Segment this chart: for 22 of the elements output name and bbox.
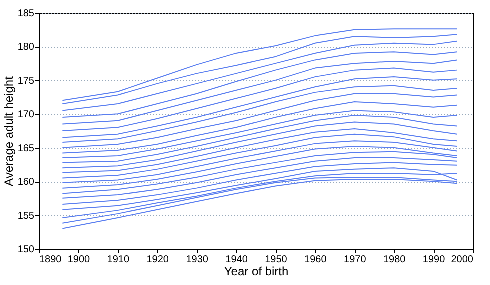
x-tick-label: 1890	[40, 254, 62, 266]
y-tick-label: 155	[18, 210, 35, 222]
y-tick-label: 165	[18, 143, 35, 154]
y-tick-label: 170	[18, 110, 35, 121]
x-tick-label: 1970	[344, 254, 367, 266]
x-tick-label: 1940	[226, 254, 248, 266]
x-tick-label: 1990	[422, 254, 446, 266]
y-tick-label: 185	[18, 8, 35, 20]
x-tick-label: 2000	[451, 254, 474, 266]
x-tick-label: 1900	[68, 254, 91, 266]
y-axis-title: Average adult height	[2, 76, 16, 186]
y-tick-label: 160	[18, 177, 35, 188]
x-tick-label: 1910	[107, 254, 130, 266]
x-tick-label: 1960	[304, 254, 328, 266]
x-tick-label: 1930	[186, 254, 209, 266]
y-tick-label: 180	[18, 42, 35, 54]
x-tick-label: 1950	[265, 254, 288, 266]
x-tick-label: 1980	[383, 254, 406, 266]
y-tick-label: 150	[18, 244, 35, 256]
x-axis-title: Year of birth	[224, 264, 289, 278]
y-tick-label: 175	[18, 76, 35, 87]
x-tick-label: 1920	[146, 254, 170, 266]
